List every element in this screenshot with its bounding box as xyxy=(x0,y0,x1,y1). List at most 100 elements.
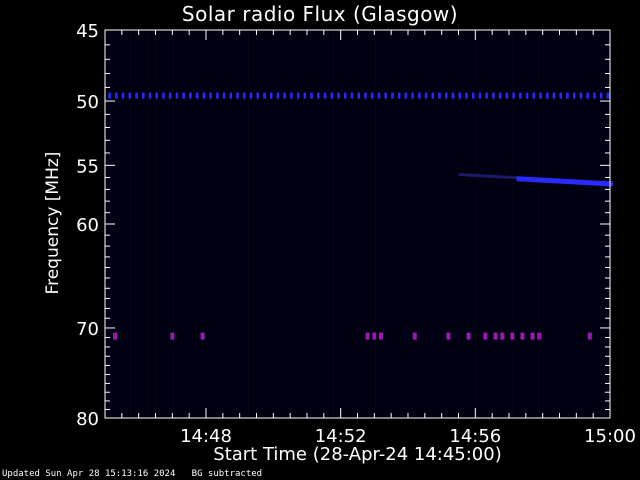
emission-line-segment xyxy=(155,92,158,99)
noise-stripe xyxy=(218,30,221,418)
emission-line-segment xyxy=(445,92,448,99)
emission-line-segment xyxy=(195,92,199,99)
noise-stripe xyxy=(441,30,444,418)
noise-stripe xyxy=(445,30,448,418)
emission-line-segment xyxy=(276,92,280,99)
emission-line-segment xyxy=(566,92,569,99)
burst-mark xyxy=(510,332,515,340)
noise-stripe xyxy=(134,30,136,418)
emission-line-segment xyxy=(135,92,138,99)
emission-line-segment xyxy=(148,92,152,99)
drift-emission-segment xyxy=(514,176,518,180)
drift-emission-segment xyxy=(503,175,507,179)
emission-line-segment xyxy=(290,92,293,99)
emission-line-segment xyxy=(606,92,610,99)
noise-stripe xyxy=(227,30,229,418)
noise-stripe xyxy=(403,30,406,418)
drift-emission-segment xyxy=(471,173,475,177)
noise-stripe xyxy=(197,30,200,418)
burst-mark xyxy=(200,332,205,340)
noise-stripe xyxy=(130,30,132,418)
emission-line-segment xyxy=(391,92,394,99)
emission-line-segment xyxy=(128,92,132,99)
drift-emission-segment xyxy=(519,176,523,182)
emission-line-segment xyxy=(384,92,387,99)
emission-line-segment xyxy=(216,92,219,99)
noise-stripe xyxy=(172,30,174,418)
drift-emission-segment xyxy=(599,180,603,186)
noise-stripe xyxy=(315,30,317,418)
drift-emission-segment xyxy=(549,178,553,184)
drift-emission-segment xyxy=(587,180,591,186)
noise-stripe xyxy=(332,30,334,418)
noise-stripe xyxy=(424,30,427,418)
drift-emission-segment xyxy=(463,173,467,177)
noise-stripe xyxy=(176,30,179,418)
noise-stripe xyxy=(458,30,460,418)
emission-line-segment xyxy=(404,92,408,99)
drift-emission-segment xyxy=(458,173,462,177)
drift-emission-segment xyxy=(594,180,598,186)
noise-stripe xyxy=(189,30,191,418)
emission-line-segment xyxy=(411,92,414,99)
emission-line-segment xyxy=(263,92,266,99)
noise-stripe xyxy=(546,30,549,418)
noise-stripe xyxy=(563,30,566,418)
emission-line-segment xyxy=(222,92,226,99)
y-axis-label: Frequency [MHz] xyxy=(43,151,63,295)
noise-stripe xyxy=(395,30,397,418)
noise-stripe xyxy=(365,30,368,418)
drift-emission-segment xyxy=(516,176,520,182)
emission-line-segment xyxy=(337,92,340,99)
emission-line-segment xyxy=(397,92,401,99)
burst-mark xyxy=(446,332,451,340)
emission-line-segment xyxy=(492,92,495,99)
noise-stripe xyxy=(344,30,347,418)
emission-line-segment xyxy=(579,92,583,99)
emission-line-segment xyxy=(498,92,502,99)
emission-line-segment xyxy=(243,92,246,99)
drift-emission-segment xyxy=(506,175,510,179)
noise-stripe xyxy=(517,30,519,418)
burst-mark xyxy=(587,332,592,340)
noise-stripe xyxy=(328,30,330,418)
emission-line-segment xyxy=(229,92,233,99)
noise-stripe xyxy=(492,30,494,418)
noise-stripe xyxy=(399,30,402,418)
drift-emission-segment xyxy=(577,179,581,185)
noise-stripe xyxy=(412,30,414,418)
noise-stripe xyxy=(416,30,418,418)
emission-line-segment xyxy=(310,92,313,99)
noise-stripe xyxy=(155,30,157,418)
emission-line-segment xyxy=(458,92,461,99)
plot-area xyxy=(105,30,610,418)
noise-stripe xyxy=(323,30,326,418)
emission-line-segment xyxy=(317,92,320,99)
noise-stripe xyxy=(542,30,545,418)
noise-stripe xyxy=(588,30,591,418)
y-tick-label: 60 xyxy=(76,215,99,236)
noise-stripe xyxy=(462,30,465,418)
noise-stripe xyxy=(294,30,296,418)
drift-emission-segment xyxy=(562,178,566,184)
noise-stripe xyxy=(243,30,246,418)
noise-stripe xyxy=(142,30,145,418)
drift-emission-segment xyxy=(597,180,601,186)
drift-emission-segment xyxy=(509,175,512,179)
emission-line-segment xyxy=(175,92,179,99)
drift-emission-segment xyxy=(567,179,571,185)
update-footer: Updated Sun Apr 28 15:13:16 2024 BG subt… xyxy=(2,469,263,479)
emission-line-segment xyxy=(478,92,482,99)
drift-emission-segment xyxy=(524,176,528,182)
noise-stripe xyxy=(378,30,381,418)
drift-emission-segment xyxy=(493,175,497,179)
noise-stripe xyxy=(290,30,292,418)
emission-line-segment xyxy=(364,92,367,99)
emission-line-segment xyxy=(115,92,118,99)
noise-stripe xyxy=(180,30,183,418)
emission-line-segment xyxy=(431,92,435,99)
noise-stripe xyxy=(239,30,242,418)
x-tick-label: 14:56 xyxy=(449,426,501,447)
drift-emission-segment xyxy=(488,174,492,178)
burst-mark xyxy=(365,332,370,340)
